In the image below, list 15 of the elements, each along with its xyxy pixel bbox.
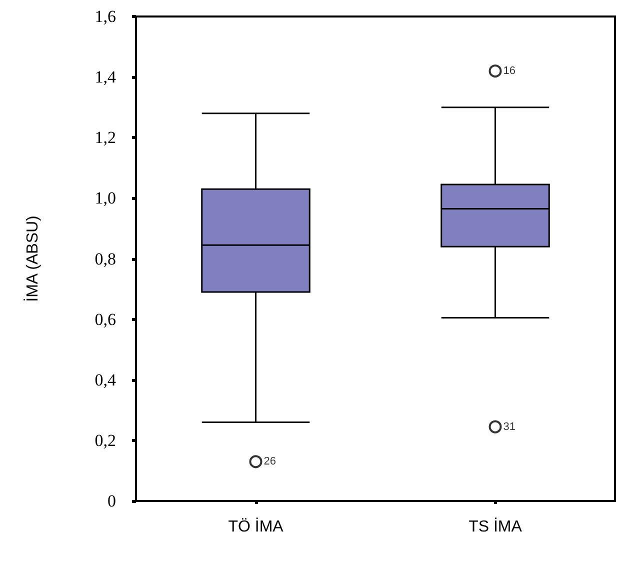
y-tick-label: 0 [108, 492, 116, 510]
y-tick-label: 1,4 [94, 68, 116, 87]
y-tick-label: 0,6 [94, 310, 116, 329]
y-tick-label: 0,2 [94, 430, 116, 450]
y-axis-title: İMA (ABSU) [24, 216, 42, 302]
y-tick-label: 0,4 [94, 370, 116, 390]
y-tick-label: 0,8 [94, 249, 116, 268]
annotation: 16 [503, 65, 516, 78]
y-tick-label: 1,6 [94, 7, 116, 26]
x-tick-label: TÖ İMA [228, 518, 284, 536]
y-tick-label: 1,0 [94, 188, 116, 208]
annotation: 31 [503, 420, 516, 433]
y-tick-label: 1,2 [94, 128, 116, 148]
x-tick-label: TS İMA [468, 518, 522, 536]
annotation: 26 [264, 456, 276, 468]
